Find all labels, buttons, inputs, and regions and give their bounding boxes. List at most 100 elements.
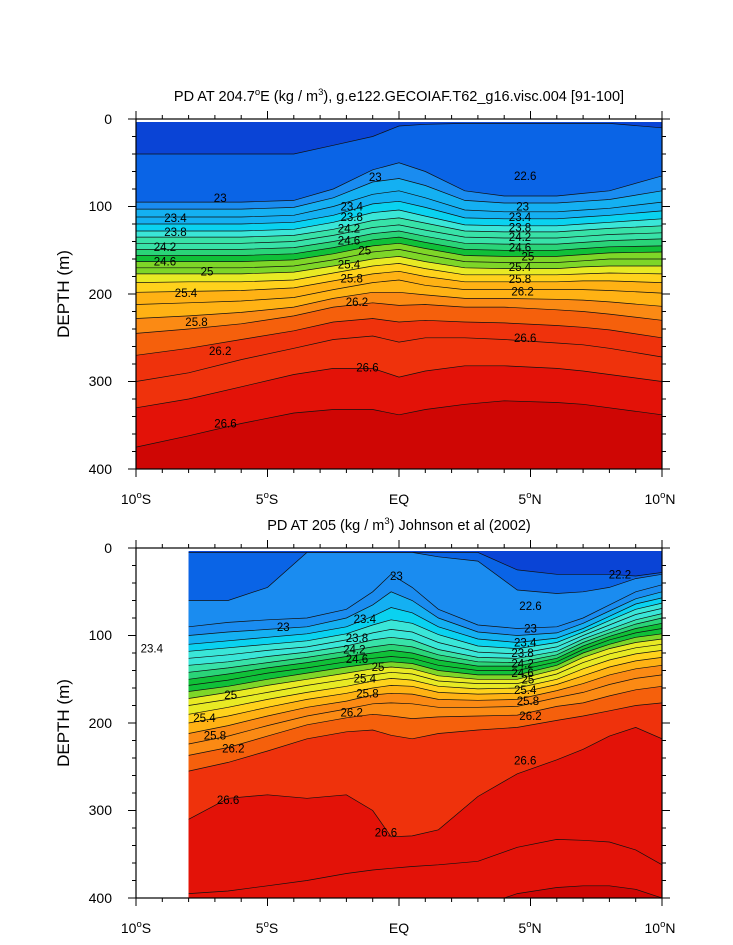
contour-label: 25.8 [509,274,531,286]
contour-label: 24.2 [343,645,365,657]
contour-label: 23.4 [164,213,187,225]
contour-line [136,270,662,293]
bottom-panel-title: PD AT 205 (kg / m3) Johnson et al (2002) [267,516,530,534]
contour-label: 25.4 [514,685,537,697]
contour-line [136,291,662,319]
top-axis-ticks [128,111,670,477]
contour-label: 25 [522,251,535,263]
bottom-y-tick-label: 400 [89,890,113,906]
bottom-x-tick-label-10s: 10oS [121,919,151,936]
contour-line [136,123,662,155]
contour-label: 23.4 [509,212,532,224]
top-contour-labels: 22.623232323.423.423.423.823.823.824.224… [154,171,537,431]
contour-band [504,885,662,898]
contour-label: 25.8 [185,317,207,329]
contour-line [188,657,662,724]
contour-label: 23 [516,202,529,214]
top-y-tick-labels: 0 100 200 300 400 [89,111,113,477]
contour-line [136,302,662,334]
contour-label: 25.8 [356,688,378,700]
contour-line [188,650,662,715]
contour-label: 24.2 [511,659,533,671]
contour-label: 23 [524,624,537,636]
bottom-x-tick-label-10n: 10oN [645,919,676,936]
contour-line [136,178,662,210]
contour-line [188,591,662,636]
contour-line [503,885,662,898]
contour-label: 26.2 [222,743,244,755]
contour-label: 24.6 [509,243,531,255]
contour-label: 26.6 [514,756,536,768]
contour-line [136,209,662,232]
contour-line [188,602,662,652]
contour-line [136,217,662,238]
top-y-tick-label: 300 [89,373,113,389]
contour-label: 23.4 [514,638,537,650]
contour-label: 25 [201,266,214,278]
contour-label: 23 [369,172,382,184]
contour-label: 25.8 [517,696,539,708]
bottom-y-tick-label: 200 [89,715,113,731]
contour-line [188,622,662,680]
contour-label: 25 [358,245,371,257]
top-y-tick-label: 100 [89,198,113,214]
contour-label: 25 [224,690,237,702]
contour-label: 25.4 [175,288,198,300]
top-y-tick-label: 0 [104,111,112,127]
contour-label: 26.2 [346,297,368,309]
contour-label: 24.6 [511,668,533,680]
bottom-contour-lines [188,552,662,898]
contour-label: 26.2 [511,286,533,298]
contour-label: 22.6 [519,601,541,613]
contour-line [136,162,662,203]
contour-line [188,597,662,645]
contour-label: 24.2 [338,223,360,235]
contour-line [188,633,662,692]
contour-label: 26.6 [375,827,397,839]
bottom-y-axis-label: DEPTH (m) [54,679,73,767]
contour-label: 24.2 [509,232,531,244]
contour-line [136,318,662,356]
contour-label: 24.6 [346,654,368,666]
contour-line [188,674,662,745]
contour-label: 23.4 [141,644,164,656]
contour-label: 23.8 [346,633,368,645]
bottom-contour-panel: PD AT 205 (kg / m3) Johnson et al (2002)… [54,516,676,936]
contour-line [136,400,662,448]
contour-line [188,613,662,666]
bottom-x-tick-labels: 10oS 5oS EQ 5oN 10oN [121,919,676,936]
contour-line [188,664,662,734]
contour-line [188,727,662,838]
contour-label: 24.6 [154,257,176,269]
contour-line [188,685,662,756]
contour-label: 26.6 [514,333,536,345]
contour-label: 24.2 [154,242,176,254]
contour-label: 25.8 [341,273,363,285]
bottom-y-tick-label: 300 [89,802,113,818]
top-y-tick-label: 200 [89,286,113,302]
bottom-axis-ticks [128,540,670,906]
top-x-tick-label-5s: 5oS [256,490,278,507]
contour-label: 25 [372,662,385,674]
top-y-axis-label: DEPTH (m) [54,250,73,338]
contour-line [136,190,662,218]
contour-label: 23.4 [354,614,377,626]
contour-label: 26.6 [217,795,239,807]
bottom-x-tick-label-eq: EQ [389,920,409,936]
contour-line [188,552,662,577]
contour-line [188,839,662,894]
contour-line [136,242,662,262]
contour-line [188,638,662,699]
contour-label: 22.2 [609,569,631,581]
top-y-tick-label: 400 [89,461,113,477]
contour-label: 25.4 [193,713,216,725]
top-x-tick-label-5n: 5oN [518,490,541,507]
contour-label: 23 [390,571,403,583]
contour-label: 23.8 [164,227,186,239]
contour-label: 26.2 [519,711,541,723]
top-panel-title: PD AT 204.7oE (kg / m3), g.e122.GECOIAF.… [174,87,624,105]
contour-label: 25.4 [509,262,532,274]
top-x-tick-label-10n: 10oN [645,490,676,507]
bottom-x-tick-label-5s: 5oS [256,919,278,936]
contour-line [136,263,662,283]
